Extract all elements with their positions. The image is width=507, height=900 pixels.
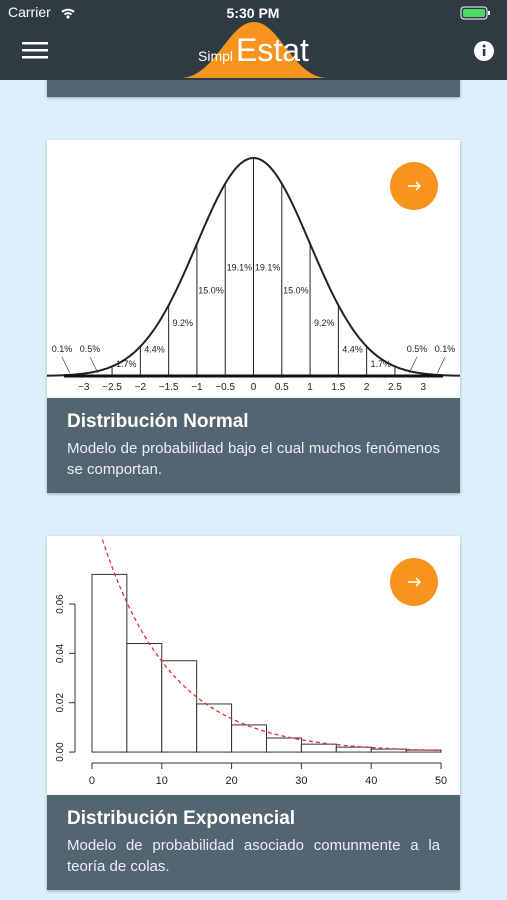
x-tick-label: 0 [251,382,257,393]
leader-line [61,356,70,374]
battery-level [463,9,485,17]
x-tick-label: 0 [89,775,95,787]
nav-bar: Carrier 5:30 PM Simpl Estat [0,0,507,80]
x-tick-label: −1.5 [159,382,179,393]
carrier: Carrier [8,4,51,20]
percent-label: 0.1% [52,344,73,354]
info-stem [482,49,486,56]
card-title: Distribución Normal [67,411,249,432]
leader-line [408,356,418,374]
battery [460,6,488,20]
card-footer[interactable]: Distribución Normal Modelo de probabilid… [47,398,460,493]
bar [161,660,198,753]
x-tick-label: −0.5 [215,382,235,393]
open-button[interactable] [390,162,438,210]
fit-curve [101,539,442,752]
y-tick-label: 0.00 [55,742,66,762]
percent-label: 15.0% [198,286,224,296]
card-title: Distribución Exponencial [67,808,296,829]
battery-tip [488,11,490,15]
segment [281,183,311,376]
x-tick-label: 50 [435,775,447,787]
percent-label: 1.7% [116,359,137,369]
logo-small: Simpl [198,48,233,64]
percent-label: 0.5% [80,344,101,354]
segment [196,183,226,376]
percent-label: 0.5% [407,344,428,354]
menu-button[interactable] [22,42,48,59]
x-tick-label: 2 [364,382,370,393]
percent-label: 4.4% [144,344,165,354]
bar [231,724,267,753]
card-image[interactable]: 0.00 0.02 0.04 0.06 0 10 20 30 40 50 [47,536,460,795]
x-tick-label: 40 [365,775,377,787]
percent-label: 9.2% [314,318,335,328]
time: 5:30 PM [227,5,280,21]
percent-label: 0.1% [435,344,456,354]
percent-label: 1.7% [371,359,392,369]
logo-large: Estat [236,32,309,68]
x-tick-label: 1 [307,382,313,393]
y-tick-label: 0.04 [55,643,66,663]
percent-label: 15.0% [283,286,309,296]
card-description: Modelo de probabilidad bajo el cual much… [67,440,440,478]
card-description: Modelo de probabilidad asociado comunmen… [67,837,440,875]
nav-graphics: Carrier 5:30 PM Simpl Estat [8,4,494,78]
button-arrow [408,181,422,191]
bar [126,642,163,753]
bar [300,743,337,753]
x-tick-label: −2.5 [102,382,122,393]
segment [225,158,254,376]
wifi-dot [66,15,70,19]
y-tick-label: 0.06 [55,594,66,614]
card-image[interactable]: −3 −2.5 −2 −1.5 −1 −0.5 0 0.5 1 1.5 2 2.5 3 0.1% 0.5% 1… [46,140,461,398]
percent-label: 9.2% [173,318,194,328]
x-tick-label: 20 [225,775,237,787]
wifi-icon [61,8,75,16]
menu-line [22,56,48,59]
bar [335,746,372,753]
x-tick-label: 0.5 [275,382,289,393]
menu-line [22,49,48,52]
button-arrow [408,577,422,587]
open-button[interactable] [390,558,438,606]
card-footer[interactable]: Distribución Exponencial Modelo de proba… [47,795,460,890]
segment [168,243,197,376]
bar [265,737,302,753]
x-tick-label: 10 [156,775,168,787]
logo-bell [180,22,328,78]
histogram-chart: 0.00 0.02 0.04 0.06 0 10 20 30 40 50 [55,539,447,787]
menu-line [22,42,48,45]
segment [140,305,169,376]
segment [338,305,367,376]
x-tick-label: 3 [420,382,426,393]
segment [253,158,282,376]
leader-line [437,356,446,374]
x-tick-label: 30 [295,775,307,787]
x-tick-label: 1.5 [331,382,345,393]
percent-label: 19.1% [227,262,253,272]
info-button[interactable] [474,41,494,61]
bar [91,573,128,753]
leader-line [89,356,99,374]
y-tick-label: 0.02 [55,693,66,713]
percent-label: 19.1% [255,262,281,272]
percent-label: 4.4% [342,344,363,354]
x-tick-label: −2 [135,382,147,393]
bar [196,703,233,753]
x-tick-label: 2.5 [388,382,402,393]
normal-chart: −3 −2.5 −2 −1.5 −1 −0.5 0 0.5 1 1.5 2 2.5 3 0.1% 0.5% 1… [46,156,461,393]
info-dot [482,44,486,48]
x-tick-label: −1 [191,382,203,393]
x-tick-label: −3 [78,382,90,393]
segment [310,243,339,376]
